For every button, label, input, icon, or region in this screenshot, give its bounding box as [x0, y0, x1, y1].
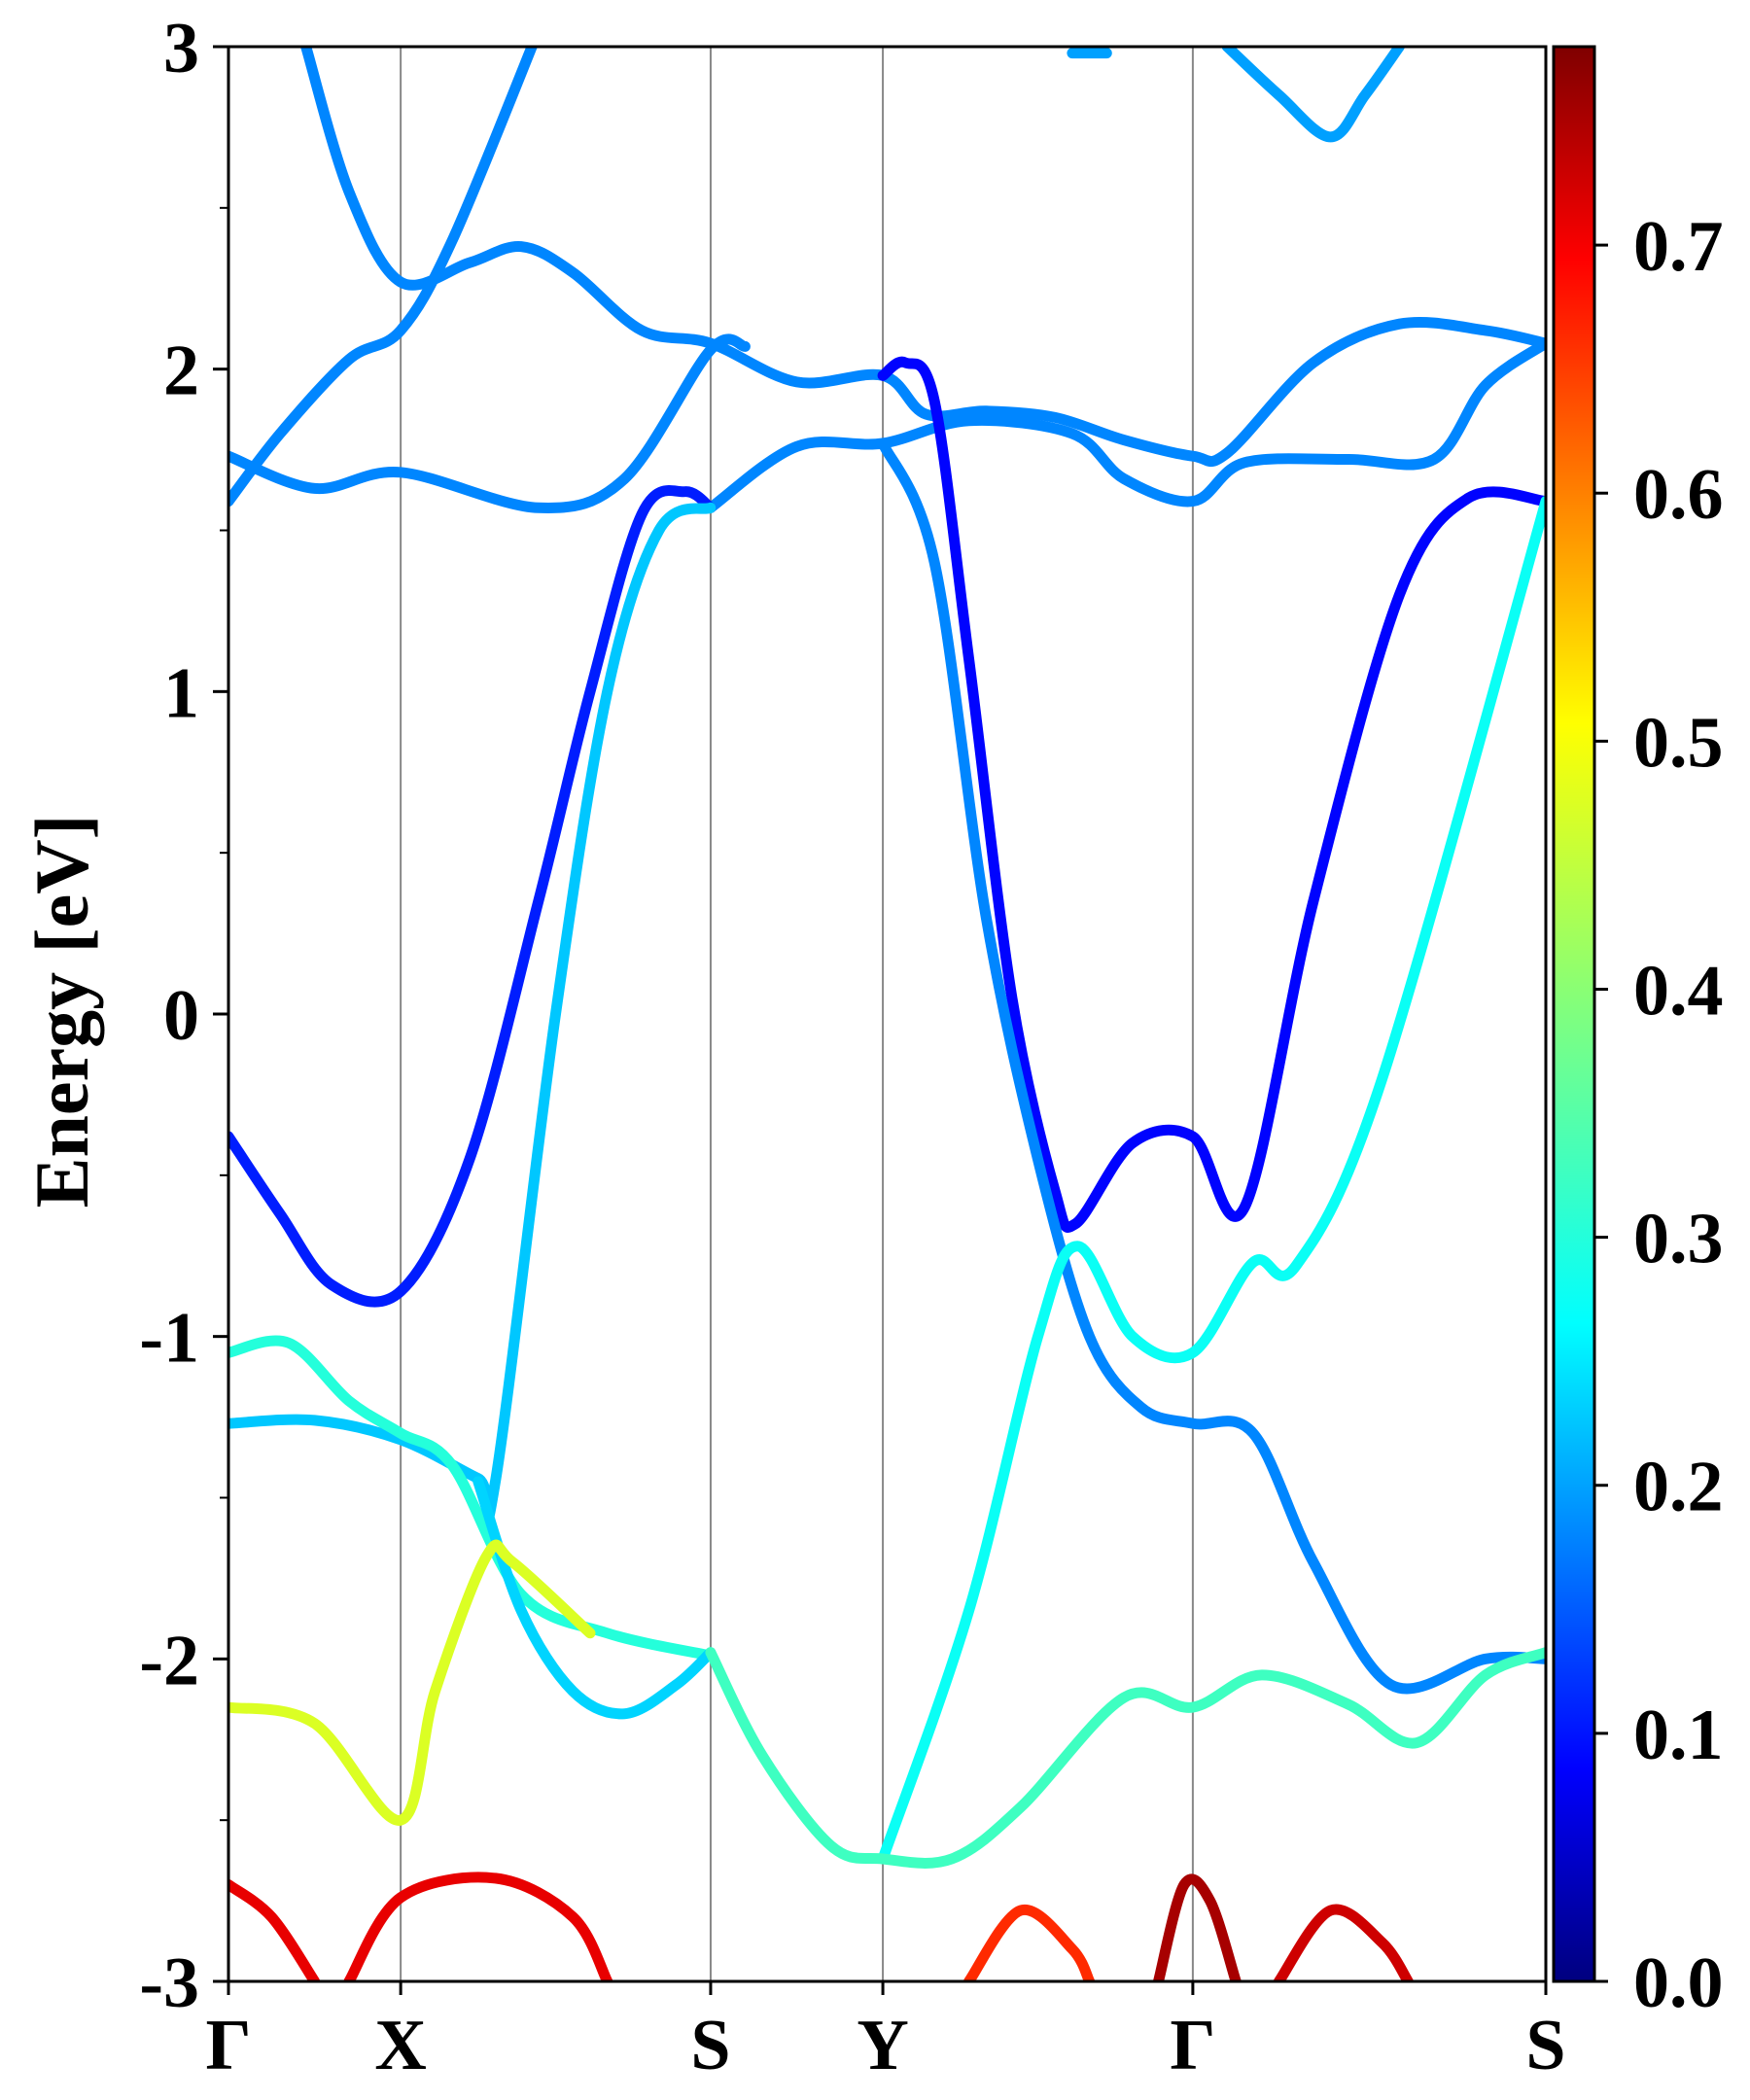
band-line [705, 337, 1546, 513]
band-line [705, 1647, 1546, 1869]
colorbar-tick-label: 0.0 [1633, 1943, 1724, 2023]
band-line [228, 47, 539, 508]
y-tick-label: -3 [139, 1943, 199, 2023]
band-line [228, 333, 751, 513]
y-tick-label: -1 [139, 1299, 199, 1379]
y-tick-label: 1 [163, 653, 199, 733]
band-line [228, 502, 717, 1522]
y-axis-title: Energy [eV] [19, 814, 104, 1208]
y-tick-label: -2 [139, 1621, 199, 1700]
kpoint-gridlines [400, 47, 1194, 1981]
band-line [1153, 1873, 1242, 1981]
x-tick-label: Y [857, 2006, 908, 2085]
band-line [1274, 1904, 1414, 1981]
band-line [472, 1476, 717, 1720]
x-tick-label: X [374, 2006, 426, 2085]
colorbar-tick-label: 0.7 [1633, 207, 1724, 287]
x-tick-label: Γ [205, 2006, 251, 2085]
x-tick-label: Γ [1170, 2006, 1215, 2085]
colorbar-tick-label: 0.4 [1633, 951, 1724, 1031]
y-tick-label: 2 [163, 332, 199, 411]
y-tick-label: 3 [163, 9, 199, 88]
colorbar-tick-label: 0.1 [1633, 1696, 1724, 1775]
y-tick-label: 0 [163, 976, 199, 1056]
band-line [228, 1335, 717, 1662]
band-lines [228, 47, 1546, 1981]
colorbar-tick-label: 0.2 [1633, 1448, 1724, 1527]
x-tick-label: S [690, 2006, 730, 2085]
y-axis-ticks: 3 2 1 0 -1 -2 -3 [139, 9, 228, 2023]
band-line [877, 356, 1546, 1233]
band-line [963, 1905, 1096, 1981]
colorbar-tick-label: 0.3 [1633, 1200, 1724, 1279]
colorbar-ticks: 0.0 0.1 0.2 0.3 0.4 0.5 0.6 0.7 [1594, 207, 1724, 2023]
band-line [343, 1872, 613, 1981]
band-line [300, 47, 1546, 468]
band-line [228, 485, 717, 1308]
band-line [877, 496, 1546, 1865]
band-line [877, 438, 1546, 1695]
colorbar-tick-label: 0.5 [1633, 703, 1724, 783]
band-line [228, 1539, 596, 1826]
x-tick-label: S [1525, 2006, 1565, 2085]
band-line [228, 1879, 321, 1981]
colorbar [1552, 45, 1596, 1983]
colorbar-tick-label: 0.6 [1633, 455, 1724, 535]
band-line [1221, 47, 1405, 143]
